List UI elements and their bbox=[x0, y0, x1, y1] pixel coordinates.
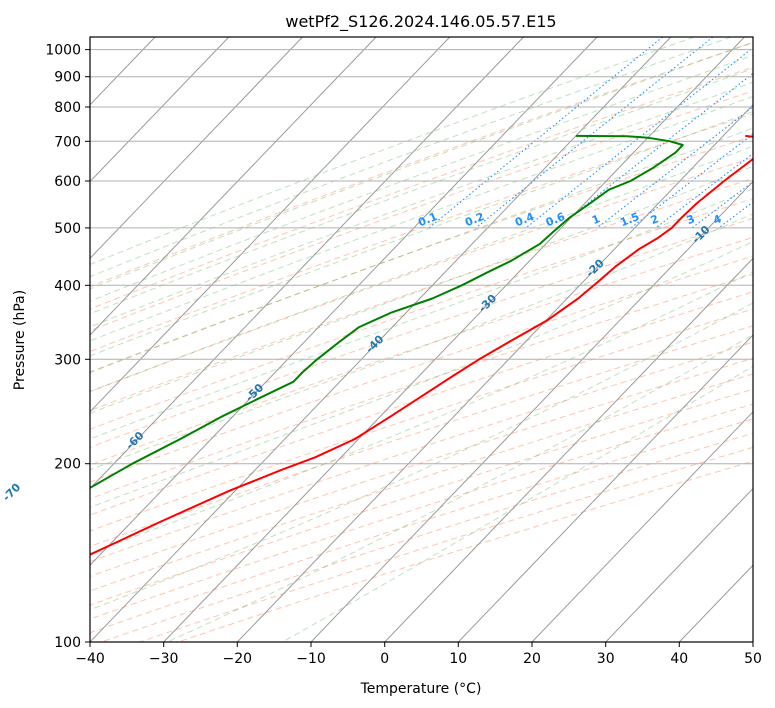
x-tick-label: −20 bbox=[223, 651, 253, 667]
dry-adiabat-line bbox=[90, 341, 753, 563]
x-tick-label: 30 bbox=[597, 651, 615, 667]
dewpoint-profile-line bbox=[90, 134, 684, 490]
moist-adiabat-line bbox=[90, 54, 753, 302]
x-tick-label: 0 bbox=[380, 651, 389, 667]
dry-adiabat-line bbox=[90, 66, 753, 310]
mixing-ratio-line bbox=[428, 37, 663, 229]
y-tick-label: 400 bbox=[54, 278, 81, 294]
moist-adiabat-line bbox=[282, 365, 753, 642]
isotherm-line bbox=[236, 104, 753, 642]
isotherm-line bbox=[531, 411, 753, 642]
y-tick-label: 800 bbox=[54, 100, 81, 116]
profiles bbox=[90, 134, 753, 556]
y-tick-label: 700 bbox=[54, 134, 81, 150]
x-tick-label: 40 bbox=[670, 651, 688, 667]
y-tick-label: 600 bbox=[54, 174, 81, 190]
isotherms bbox=[90, 37, 753, 642]
moist-adiabat-line bbox=[90, 37, 695, 266]
x-tick-label: −30 bbox=[149, 651, 179, 667]
plot-frame bbox=[89, 36, 754, 643]
moist-adiabat-line bbox=[90, 127, 753, 374]
isobars bbox=[90, 49, 753, 642]
moist-adiabat-line bbox=[90, 37, 732, 278]
dry-adiabat-line bbox=[90, 373, 753, 592]
moist-adiabat-line bbox=[90, 145, 753, 393]
moist-adiabat-line bbox=[90, 95, 753, 342]
y-tick-label: 300 bbox=[54, 352, 81, 368]
mixing-ratio-line bbox=[655, 152, 753, 229]
moist-adiabat-line bbox=[167, 334, 753, 642]
mixing-ratio-label: 2 bbox=[649, 212, 661, 227]
y-tick-label: 1000 bbox=[45, 43, 81, 59]
moist-adiabat-line bbox=[90, 165, 753, 414]
dry-adiabat-line bbox=[90, 325, 753, 547]
dry-adiabat-line bbox=[90, 291, 753, 516]
dry-adiabat-line bbox=[90, 236, 753, 466]
isotherm-line bbox=[90, 37, 524, 490]
x-axis-ticks: −40 −30 −20 −10 0 10 20 30 40 50 bbox=[75, 642, 762, 667]
x-tick-label: 50 bbox=[744, 651, 762, 667]
moist-adiabat-line bbox=[90, 302, 753, 611]
x-axis-label: Temperature (°C) bbox=[360, 681, 482, 697]
temperature-profile-line bbox=[90, 134, 753, 556]
mixing-ratio-line bbox=[475, 37, 714, 229]
dry-adiabats bbox=[90, 42, 753, 642]
moist-adiabat-line bbox=[90, 81, 753, 328]
moist-adiabats bbox=[90, 37, 753, 642]
isotherm-line bbox=[90, 37, 672, 642]
y-tick-label: 100 bbox=[54, 635, 81, 651]
x-tick-label: −10 bbox=[296, 651, 326, 667]
moist-adiabat-line bbox=[90, 41, 753, 290]
isotherm-line bbox=[90, 37, 451, 413]
isotherm-line bbox=[90, 37, 377, 336]
isotherm-line bbox=[90, 37, 230, 183]
mixing-ratio-label: 3 bbox=[685, 212, 697, 227]
isotherm-line bbox=[90, 37, 598, 566]
chart-title: wetPf2_S126.2024.146.05.57.E15 bbox=[285, 12, 556, 32]
moist-adiabat-line bbox=[90, 68, 753, 315]
isotherm-line bbox=[457, 334, 753, 642]
moist-adiabat-line bbox=[90, 188, 753, 440]
dry-adiabat-line bbox=[90, 90, 753, 332]
isotherm-line bbox=[90, 37, 303, 260]
y-axis-label: Pressure (hPa) bbox=[12, 290, 28, 390]
dry-adiabat-line bbox=[90, 198, 753, 430]
y-axis-ticks: 100 200 300 400 500 600 700 800 900 1000 bbox=[45, 43, 90, 651]
mixing-ratio-label: 1 bbox=[590, 212, 602, 227]
moist-adiabat-line bbox=[90, 270, 753, 554]
x-tick-label: 10 bbox=[449, 651, 467, 667]
dry-adiabat-line bbox=[90, 42, 753, 288]
isotherm-line bbox=[310, 180, 753, 642]
x-tick-label: 20 bbox=[523, 651, 541, 667]
mixing-ratio-line bbox=[596, 106, 753, 229]
y-tick-label: 200 bbox=[54, 457, 81, 473]
x-tick-label: −40 bbox=[75, 651, 105, 667]
isotherm-line bbox=[605, 487, 753, 642]
y-tick-label: 900 bbox=[54, 70, 81, 86]
mixing-ratio-lines bbox=[428, 37, 753, 229]
y-tick-label: 500 bbox=[54, 221, 81, 237]
dry-adiabat-line bbox=[90, 177, 753, 412]
isotherm-line bbox=[384, 257, 753, 642]
